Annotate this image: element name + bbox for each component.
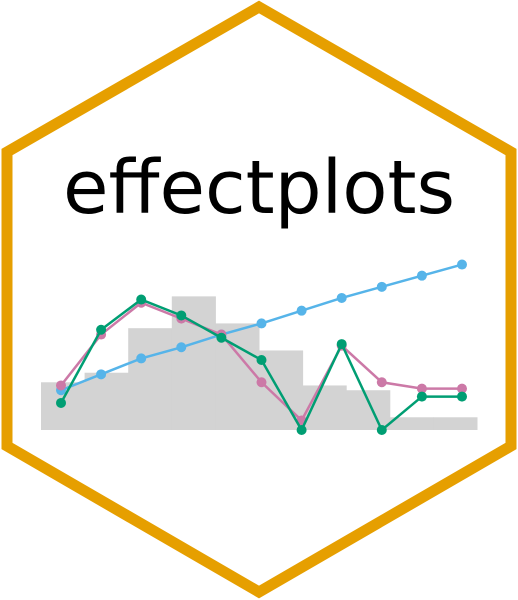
series-point: [296, 425, 307, 435]
series-point: [176, 310, 187, 321]
histogram-bar: [433, 417, 478, 430]
effect-plot: [41, 259, 478, 435]
histogram-bar: [259, 350, 304, 430]
series-point: [376, 425, 387, 435]
series-point: [256, 318, 267, 329]
histogram-bar: [389, 417, 434, 430]
series-point: [136, 353, 147, 364]
series-point: [96, 324, 107, 335]
series-point: [176, 342, 187, 353]
series-point: [416, 391, 427, 402]
series-point: [376, 281, 387, 292]
series-point: [136, 294, 147, 305]
series-point: [216, 332, 227, 343]
series-point: [96, 369, 107, 380]
series-point: [376, 377, 387, 388]
series-point: [416, 270, 427, 281]
series-point: [256, 355, 267, 365]
histogram-bar: [84, 372, 129, 430]
series-point: [256, 377, 267, 388]
series-point: [457, 391, 467, 402]
histogram-bar: [302, 385, 347, 430]
series-point: [457, 383, 467, 394]
series-point: [56, 380, 66, 391]
series-point: [416, 383, 427, 394]
series-point: [336, 292, 347, 303]
histogram-bar: [128, 328, 173, 430]
series-point: [336, 339, 347, 350]
series-point: [296, 305, 307, 316]
series-point: [56, 397, 66, 408]
series-point: [457, 259, 467, 270]
histogram-bar: [346, 390, 391, 430]
sticker-title: effectplots: [63, 145, 455, 231]
